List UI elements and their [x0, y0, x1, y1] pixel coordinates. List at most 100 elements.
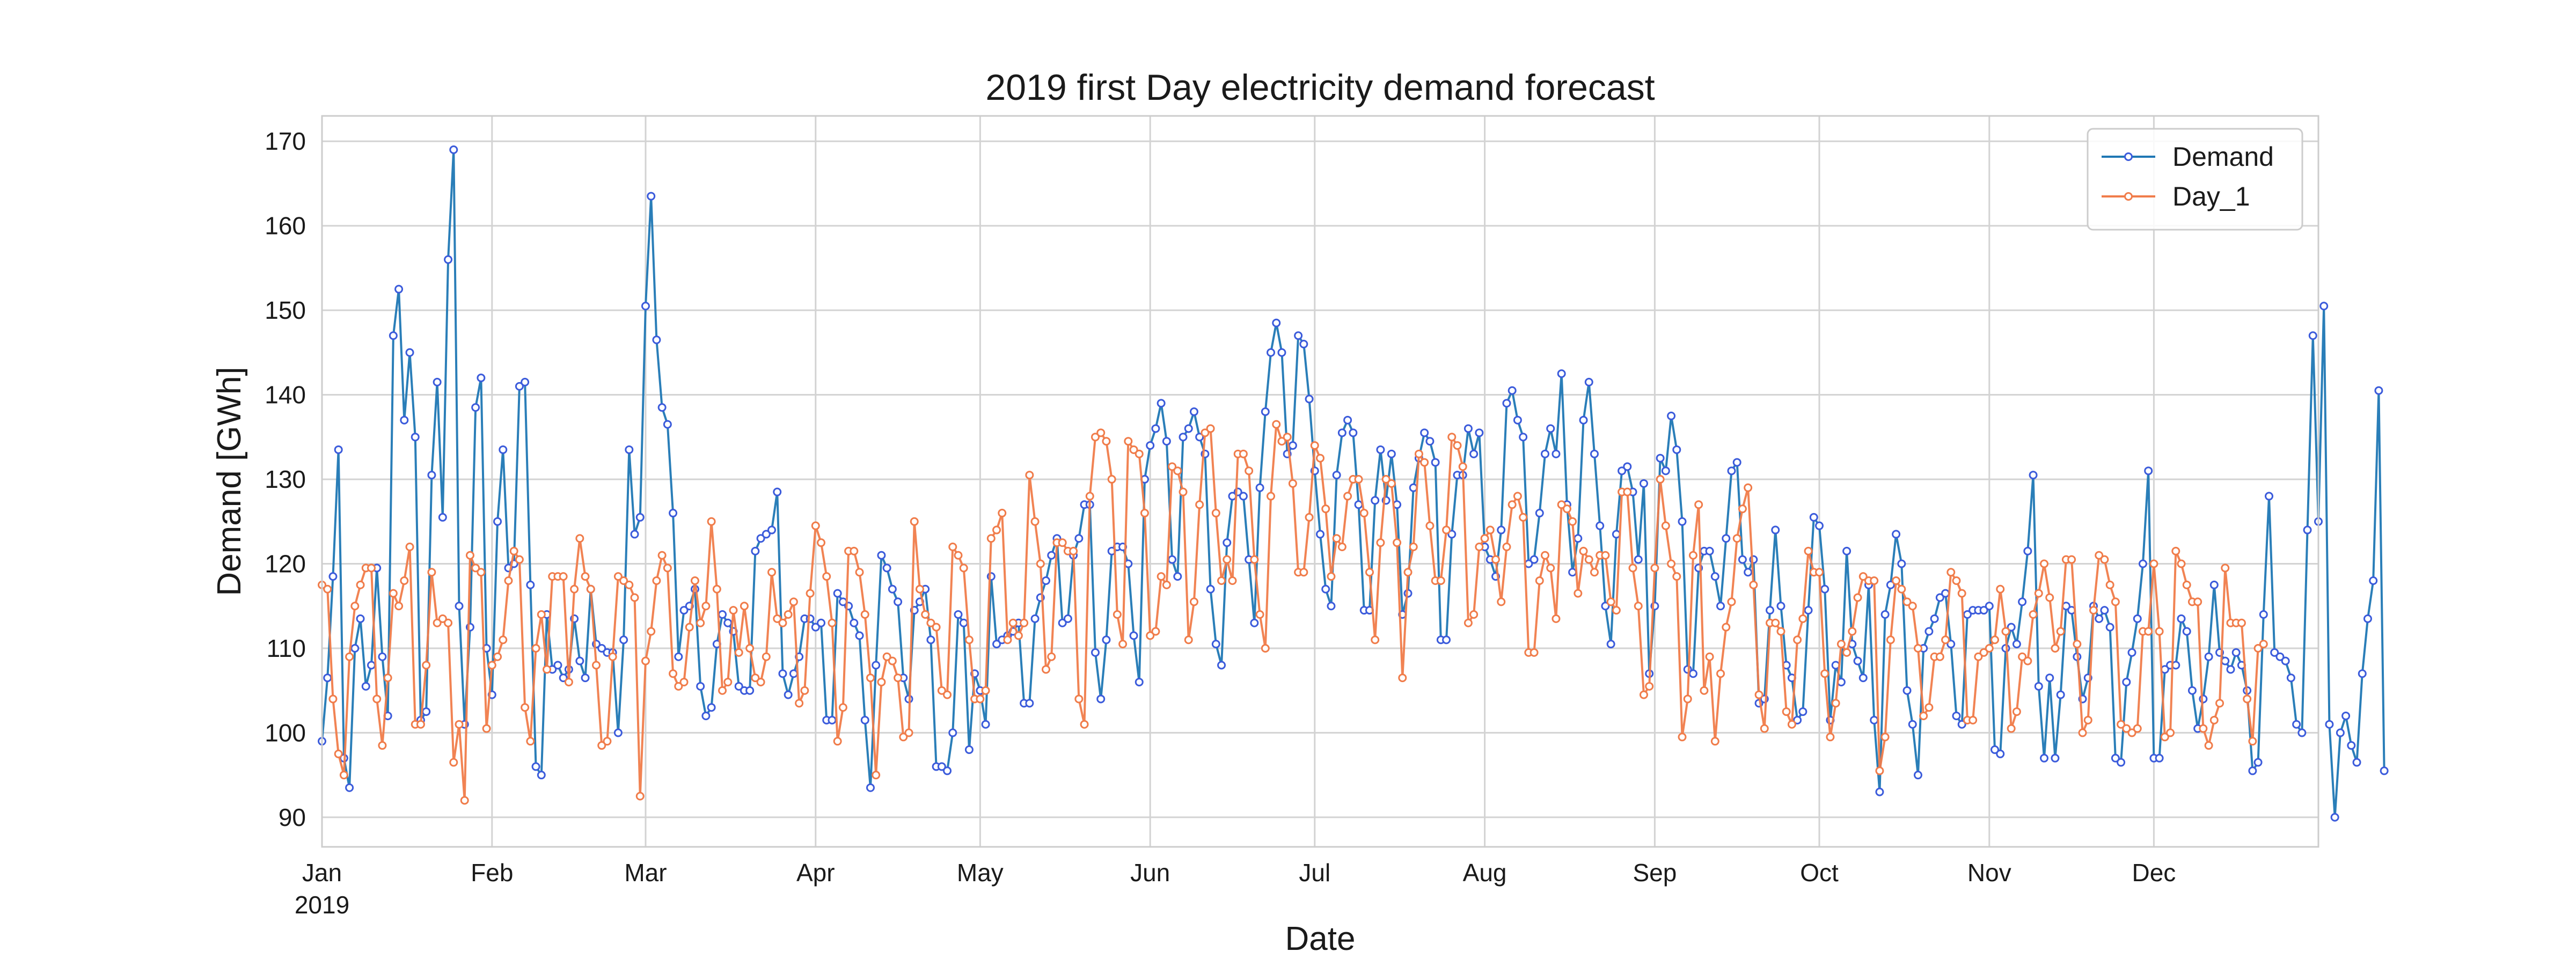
- data-point: [828, 618, 837, 627]
- data-point: [1381, 475, 1391, 484]
- data-point: [981, 720, 990, 729]
- data-point: [471, 403, 480, 412]
- data-point: [1930, 614, 1939, 623]
- data-point: [2100, 606, 2109, 615]
- y-tick-label: 100: [265, 719, 306, 747]
- data-point: [2051, 643, 2060, 653]
- data-point: [1387, 449, 1396, 458]
- data-point: [405, 348, 414, 357]
- data-point: [531, 762, 540, 771]
- data-point: [811, 623, 820, 632]
- data-point: [345, 652, 354, 661]
- data-point: [872, 661, 881, 670]
- data-point: [1332, 471, 1341, 480]
- y-tick-label: 90: [279, 803, 306, 831]
- data-point: [613, 728, 623, 737]
- data-point: [1475, 428, 1484, 437]
- data-point: [350, 643, 360, 653]
- data-point: [1239, 449, 1248, 458]
- data-point: [1623, 462, 1632, 471]
- data-point: [1463, 618, 1473, 627]
- data-point: [2341, 711, 2351, 720]
- x-tick-label: Jun: [1130, 859, 1170, 887]
- data-point: [581, 572, 590, 581]
- data-point: [1529, 555, 1539, 564]
- data-point: [1913, 771, 1922, 780]
- data-point: [1727, 466, 1736, 475]
- data-point: [866, 674, 875, 683]
- data-point: [2259, 610, 2268, 619]
- data-point: [482, 724, 491, 733]
- data-point: [1870, 715, 1879, 724]
- data-point: [1661, 466, 1670, 475]
- data-point: [1376, 445, 1385, 454]
- data-point: [1223, 555, 1232, 564]
- data-point: [1189, 407, 1198, 416]
- data-point: [1979, 648, 1988, 657]
- data-point: [2231, 648, 2241, 657]
- data-point: [1628, 564, 1637, 573]
- data-point: [921, 610, 930, 619]
- data-point: [1118, 640, 1128, 649]
- y-tick-label: 110: [267, 634, 306, 662]
- data-point: [1584, 377, 1593, 386]
- data-point: [1815, 568, 1824, 577]
- data-point: [1897, 559, 1906, 568]
- data-point: [427, 568, 436, 577]
- data-point: [1310, 441, 1319, 450]
- data-point: [877, 551, 886, 560]
- x-tick-label: Nov: [1967, 859, 2011, 887]
- data-point: [2117, 758, 2126, 767]
- data-point: [2089, 606, 2098, 615]
- data-point: [778, 618, 787, 627]
- data-point: [1552, 449, 1561, 458]
- data-point: [597, 741, 606, 750]
- data-point: [784, 610, 793, 619]
- data-point: [1744, 483, 1753, 492]
- data-point: [383, 674, 392, 683]
- data-point: [1129, 445, 1138, 454]
- data-point: [2018, 652, 2027, 661]
- data-point: [915, 584, 924, 594]
- data-point: [2045, 593, 2054, 602]
- data-point: [378, 652, 387, 661]
- data-point: [1217, 576, 1226, 586]
- data-point: [1107, 475, 1116, 484]
- data-point: [1974, 652, 1983, 661]
- data-point: [1705, 652, 1714, 661]
- data-point: [2248, 737, 2257, 746]
- plot-area: [322, 116, 2318, 847]
- data-point: [1513, 415, 1522, 425]
- data-point: [866, 783, 875, 792]
- data-point: [2209, 580, 2219, 589]
- data-point: [1732, 458, 1741, 467]
- data-point: [669, 509, 678, 518]
- data-point: [411, 433, 420, 442]
- data-point: [2319, 302, 2329, 311]
- data-point: [1074, 694, 1084, 704]
- data-point: [1025, 699, 1034, 708]
- data-point: [2117, 720, 2126, 729]
- data-point: [1140, 509, 1149, 518]
- data-point: [1288, 479, 1297, 488]
- data-point: [998, 509, 1007, 518]
- data-point: [1667, 411, 1676, 420]
- data-point: [2133, 724, 2142, 733]
- data-point: [1601, 551, 1610, 560]
- data-point: [2144, 627, 2153, 636]
- data-point: [1475, 543, 1484, 552]
- data-point: [575, 656, 584, 665]
- data-point: [1886, 580, 1895, 589]
- data-point: [2001, 627, 2010, 636]
- data-point: [1529, 648, 1539, 657]
- data-point: [1211, 640, 1220, 649]
- data-point: [1793, 715, 1802, 724]
- data-point: [850, 546, 859, 555]
- data-point: [860, 715, 869, 724]
- data-point: [652, 335, 661, 345]
- data-point: [2182, 627, 2191, 636]
- data-point: [1826, 733, 1835, 742]
- data-point: [2127, 728, 2136, 737]
- data-point: [1935, 593, 1944, 602]
